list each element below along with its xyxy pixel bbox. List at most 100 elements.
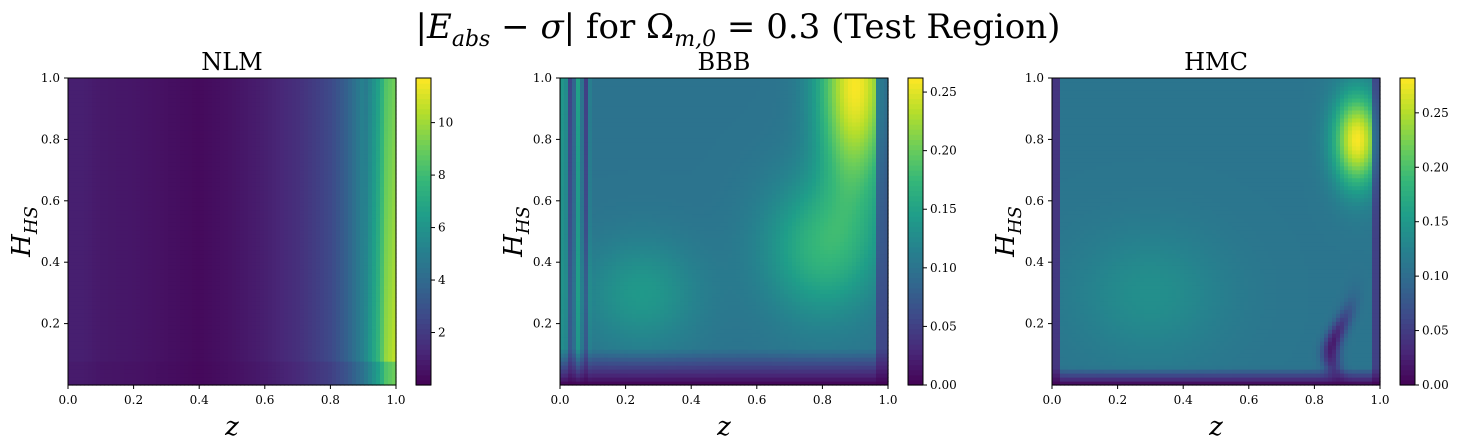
heatmap-cell <box>148 193 153 199</box>
heatmap-cell <box>140 373 145 378</box>
heatmap-cell <box>244 325 249 330</box>
heatmap-cell <box>268 261 273 266</box>
heatmap-cell <box>152 365 157 370</box>
heatmap-cell <box>304 78 309 83</box>
heatmap-cell <box>68 257 73 263</box>
heatmap-cell <box>92 325 97 330</box>
heatmap-cell <box>80 305 85 310</box>
heatmap-cell <box>192 201 197 207</box>
heatmap-cell <box>148 373 153 378</box>
heatmap-cell <box>324 177 329 183</box>
heatmap-cell <box>136 201 141 207</box>
heatmap-cell <box>320 329 325 334</box>
heatmap-cell <box>184 121 189 127</box>
heatmap-cell <box>116 133 121 139</box>
heatmap-cell <box>236 373 241 378</box>
heatmap-cell <box>84 325 89 330</box>
heatmap-cell <box>112 177 117 183</box>
heatmap-cell <box>252 301 257 306</box>
heatmap-cell <box>92 125 97 131</box>
heatmap-cell <box>76 181 81 187</box>
heatmap-cell <box>68 93 73 99</box>
heatmap-cell <box>232 293 237 298</box>
heatmap-cell <box>104 381 109 386</box>
heatmap-cell <box>140 125 145 131</box>
heatmap-cell <box>76 193 81 199</box>
heatmap-cell <box>128 321 133 326</box>
heatmap-cell <box>316 133 321 139</box>
heatmap-cell <box>224 257 229 263</box>
heatmap-cell <box>108 173 113 179</box>
heatmap-cell <box>180 233 185 239</box>
heatmap-cell <box>292 197 297 203</box>
heatmap-cell <box>320 141 325 147</box>
heatmap-cell <box>100 373 105 378</box>
heatmap-cell <box>128 365 133 370</box>
heatmap-cell <box>276 217 281 223</box>
heatmap-cell <box>252 241 257 247</box>
heatmap-cell <box>100 85 105 91</box>
heatmap-cell <box>172 369 177 374</box>
heatmap-cell <box>296 89 301 95</box>
heatmap-cell <box>108 161 113 167</box>
heatmap-cell <box>220 189 225 195</box>
heatmap-cell <box>148 149 153 155</box>
heatmap-cell <box>192 209 197 215</box>
heatmap-cell <box>276 181 281 187</box>
heatmap-cell <box>212 81 217 87</box>
heatmap-cell <box>76 345 81 350</box>
heatmap-cell <box>220 153 225 159</box>
heatmap-cell <box>244 369 249 374</box>
heatmap-cell <box>88 233 93 239</box>
heatmap-cell <box>300 209 305 215</box>
heatmap-cell <box>144 125 149 131</box>
heatmap-cell <box>248 149 253 155</box>
heatmap-cell <box>188 121 193 127</box>
heatmap-cell <box>176 189 181 195</box>
heatmap-cell <box>320 161 325 167</box>
heatmap-cell <box>140 169 145 175</box>
heatmap-cell <box>72 161 77 167</box>
heatmap-cell <box>76 157 81 163</box>
heatmap-cell <box>172 177 177 183</box>
heatmap-cell <box>284 381 289 386</box>
heatmap-cell <box>232 357 237 362</box>
heatmap-cell <box>196 249 201 255</box>
heatmap-cell <box>140 365 145 370</box>
heatmap-cell <box>304 177 309 183</box>
heatmap-cell <box>252 205 257 211</box>
heatmap-cell <box>300 197 305 203</box>
heatmap-cell <box>104 105 109 111</box>
heatmap-cell <box>136 153 141 159</box>
heatmap-cell <box>264 189 269 195</box>
heatmap-cell <box>220 337 225 342</box>
heatmap-cell <box>132 78 137 83</box>
heatmap-cell <box>224 293 229 298</box>
heatmap-cell <box>112 253 117 259</box>
heatmap-cell <box>280 345 285 350</box>
heatmap-cell <box>212 149 217 155</box>
heatmap-cell <box>284 129 289 135</box>
heatmap-cell <box>112 337 117 342</box>
heatmap-cell <box>260 369 265 374</box>
heatmap-cell <box>216 237 221 243</box>
heatmap-cell <box>176 78 181 83</box>
heatmap-cell <box>212 301 217 306</box>
heatmap-cell <box>80 78 85 83</box>
heatmap-cell <box>252 105 257 111</box>
heatmap-cell <box>180 153 185 159</box>
heatmap-cell <box>260 297 265 302</box>
heatmap-cell <box>248 125 253 131</box>
heatmap-cell <box>244 105 249 111</box>
heatmap-cell <box>68 325 73 330</box>
heatmap-cell <box>72 269 77 274</box>
heatmap-cell <box>92 81 97 87</box>
heatmap-cell <box>304 233 309 239</box>
heatmap-cell <box>88 305 93 310</box>
heatmap-cell <box>152 377 157 382</box>
heatmap-cell <box>120 309 125 314</box>
heatmap-cell <box>256 281 261 286</box>
heatmap-cell <box>68 269 73 274</box>
heatmap-cell <box>196 153 201 159</box>
heatmap-cell <box>112 273 117 278</box>
